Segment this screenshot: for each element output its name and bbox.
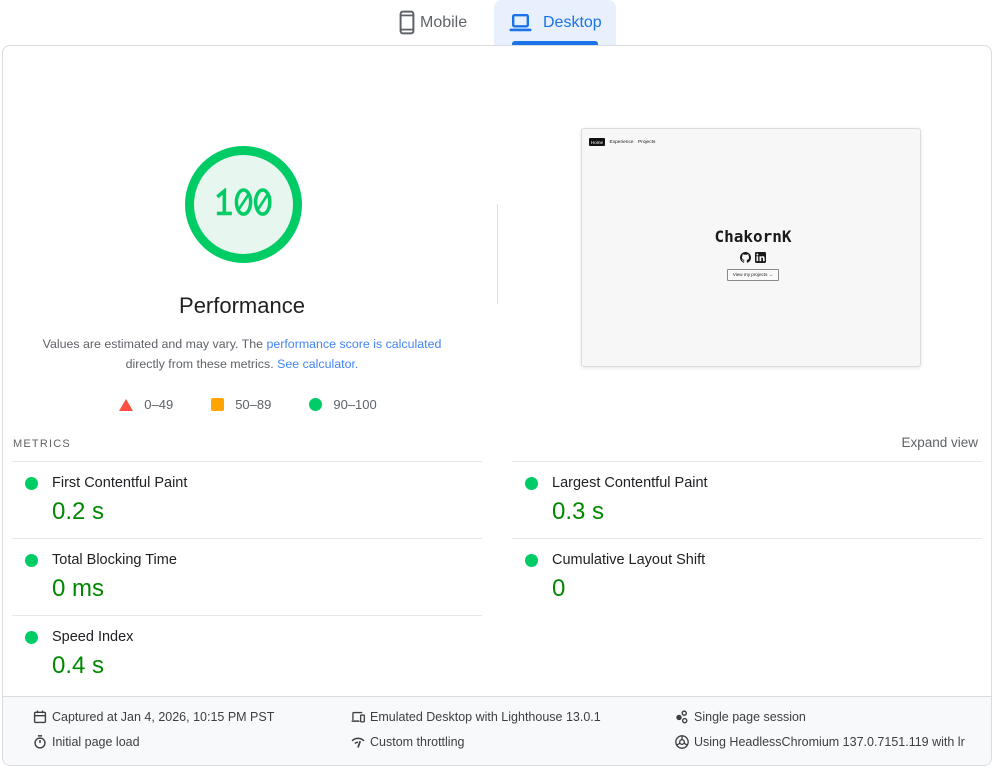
tab-desktop-label: Desktop <box>543 13 602 31</box>
final-screenshot-thumbnail[interactable]: Home Experience Projects ChakornK <box>581 128 921 367</box>
legend-average: 50–89 <box>211 397 271 412</box>
metric-largest-contentful-paint: Largest Contentful Paint 0.3 s <box>512 461 982 538</box>
calendar-icon <box>33 710 47 724</box>
tab-desktop[interactable]: Desktop <box>494 0 616 45</box>
linkedin-icon <box>755 252 766 263</box>
metric-total-blocking-time: Total Blocking Time 0 ms <box>12 538 482 615</box>
legend-average-label: 50–89 <box>235 397 272 412</box>
metric-label: First Contentful Paint <box>52 475 188 491</box>
description-text-1: Values are estimated and may vary. The <box>42 337 267 351</box>
pass-circle-icon <box>309 398 323 411</box>
active-tab-indicator <box>512 41 598 45</box>
pass-dot-icon <box>25 553 38 567</box>
score-calculation-link[interactable]: performance score is calculated <box>266 337 442 351</box>
footer-chromium: Using HeadlessChromium 137.0.7151.119 wi… <box>675 730 991 755</box>
pass-dot-icon <box>525 476 538 490</box>
gauge-score <box>185 146 302 263</box>
laptop-icon <box>509 14 532 32</box>
screenshot-nav-home: Home <box>589 138 606 146</box>
footer-throttling: Custom throttling <box>351 730 675 755</box>
report-card: Performance Values are estimated and may… <box>2 45 992 766</box>
metrics-title: METRICS <box>13 438 71 450</box>
metric-value: 0 <box>552 575 566 602</box>
device-tabbar: Mobile Desktop <box>0 0 994 45</box>
legend-fail-label: 0–49 <box>144 397 174 412</box>
footer-chromium-text: Using HeadlessChromium 137.0.7151.119 wi… <box>694 735 965 749</box>
metric-label: Cumulative Layout Shift <box>552 552 706 568</box>
network-check-icon <box>351 737 365 748</box>
average-square-icon <box>211 398 225 411</box>
column-divider <box>497 204 498 304</box>
smartphone-icon <box>399 10 415 35</box>
session-dots-icon <box>676 710 688 724</box>
footer-captured-text: Captured at Jan 4, 2026, 10:15 PM PST <box>52 710 275 724</box>
metric-value: 0.4 s <box>52 652 105 679</box>
legend-pass: 90–100 <box>309 397 377 412</box>
pass-dot-icon <box>25 630 38 644</box>
score-scale-legend: 0–49 50–89 90–100 <box>9 397 487 412</box>
legend-fail: 0–49 <box>119 397 173 412</box>
pass-dot-icon <box>25 476 38 490</box>
metrics-section: METRICS Expand view First Contentful Pai… <box>12 435 982 692</box>
see-calculator-link[interactable]: See calculator. <box>277 357 359 371</box>
chromium-icon <box>675 735 689 749</box>
metric-speed-index: Speed Index 0.4 s <box>12 615 482 692</box>
footer-page-load-text: Initial page load <box>52 735 140 749</box>
performance-gauge[interactable] <box>185 146 302 263</box>
metric-label: Largest Contentful Paint <box>552 475 708 491</box>
screenshot-hero: ChakornK View my projects → <box>584 227 922 281</box>
pass-dot-icon <box>525 553 538 567</box>
metric-label: Speed Index <box>52 629 134 645</box>
performance-title: Performance <box>179 293 305 318</box>
tab-mobile-label: Mobile <box>420 13 468 31</box>
metric-first-contentful-paint: First Contentful Paint 0.2 s <box>12 461 482 538</box>
metric-value: 0 ms <box>52 575 105 602</box>
screenshot-projects-button: View my projects → <box>726 268 780 281</box>
screenshot-social-icons <box>584 252 922 263</box>
devices-icon <box>351 711 365 723</box>
expand-view-button[interactable]: Expand view <box>901 435 978 450</box>
screenshot-nav-projects: Projects <box>638 139 656 145</box>
metrics-grid: First Contentful Paint 0.2 s Largest Con… <box>12 461 982 692</box>
metric-value: 0.3 s <box>552 498 605 525</box>
gauge-ring <box>185 146 302 263</box>
stopwatch-icon <box>34 735 46 749</box>
screenshot-nav-experience: Experience <box>609 139 634 145</box>
github-icon <box>740 252 751 263</box>
footer-session-text: Single page session <box>694 710 806 724</box>
tab-mobile[interactable]: Mobile <box>388 0 494 45</box>
footer-emulation-text: Emulated Desktop with Lighthouse 13.0.1 <box>370 710 601 724</box>
description-text-2: directly from these metrics. <box>125 357 278 371</box>
score-description: Values are estimated and may vary. The p… <box>3 334 481 374</box>
performance-summary: Performance Values are estimated and may… <box>3 46 991 431</box>
fail-triangle-icon <box>119 398 134 411</box>
metrics-header: METRICS Expand view <box>12 435 982 461</box>
metric-cumulative-layout-shift: Cumulative Layout Shift 0 <box>512 538 982 615</box>
footer-page-load: Initial page load <box>33 730 351 755</box>
footer-throttling-text: Custom throttling <box>370 735 465 749</box>
footer-captured: Captured at Jan 4, 2026, 10:15 PM PST <box>33 705 351 730</box>
screenshot-site-title: ChakornK <box>714 227 792 246</box>
metric-value: 0.2 s <box>52 498 105 525</box>
screenshot-nav: Home Experience Projects <box>589 138 655 146</box>
footer-emulation: Emulated Desktop with Lighthouse 13.0.1 <box>351 705 675 730</box>
report-footer: Captured at Jan 4, 2026, 10:15 PM PST Em… <box>3 696 991 765</box>
legend-pass-label: 90–100 <box>333 397 377 412</box>
metric-label: Total Blocking Time <box>52 552 177 568</box>
footer-session: Single page session <box>675 705 991 730</box>
